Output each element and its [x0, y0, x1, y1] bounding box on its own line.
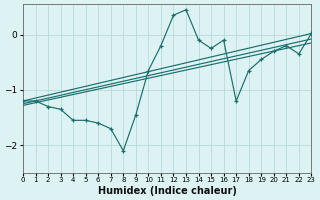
X-axis label: Humidex (Indice chaleur): Humidex (Indice chaleur) [98, 186, 236, 196]
